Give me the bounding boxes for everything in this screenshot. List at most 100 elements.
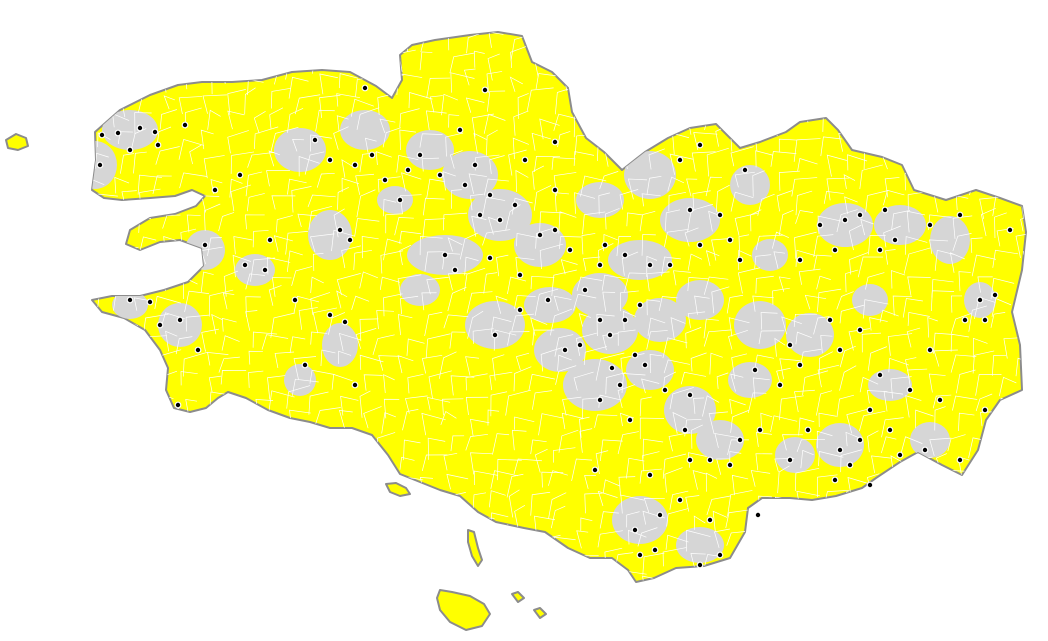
commune-border-line xyxy=(426,77,451,99)
map-point-marker xyxy=(716,551,724,559)
map-point-marker xyxy=(126,146,134,154)
commune-border-line xyxy=(532,165,545,190)
map-point-marker xyxy=(841,216,849,224)
map-point-marker xyxy=(236,171,244,179)
commune-border-line xyxy=(553,447,576,463)
map-point-marker xyxy=(976,296,984,304)
map-point-marker xyxy=(396,196,404,204)
commune-border-line xyxy=(888,357,909,373)
commune-border-line xyxy=(97,132,111,148)
commune-border-line xyxy=(365,137,377,153)
map-point-marker xyxy=(311,136,319,144)
commune-border-line xyxy=(421,157,439,172)
commune-border-line xyxy=(425,110,447,131)
commune-border-line xyxy=(649,353,663,374)
commune-border-line xyxy=(691,151,716,172)
map-point-marker xyxy=(441,251,449,259)
grey-commune-area xyxy=(322,323,358,367)
commune-border-line xyxy=(862,299,889,319)
commune-border-line xyxy=(865,272,885,290)
commune-border-line xyxy=(781,316,802,335)
commune-border-line xyxy=(669,153,694,175)
commune-border-line xyxy=(483,178,509,196)
map-point-marker xyxy=(831,476,839,484)
commune-border-line xyxy=(975,393,993,412)
commune-border-line xyxy=(602,291,616,312)
commune-border-line xyxy=(551,269,577,296)
commune-border-line xyxy=(493,329,517,351)
commune-border-line xyxy=(798,268,821,285)
commune-border-line xyxy=(287,178,307,195)
commune-border-line xyxy=(517,93,529,119)
map-point-marker xyxy=(736,256,744,264)
grey-commune-area xyxy=(340,110,390,150)
grey-commune-area xyxy=(730,165,770,205)
map-point-marker xyxy=(726,236,734,244)
commune-border-line xyxy=(817,364,840,388)
commune-border-line xyxy=(706,495,731,516)
commune-border-line xyxy=(483,113,506,134)
commune-border-line xyxy=(443,452,458,471)
grey-commune-area xyxy=(852,284,888,316)
map-point-marker xyxy=(686,206,694,214)
commune-border-line xyxy=(419,236,443,256)
commune-border-line xyxy=(992,249,1018,268)
commune-border-line xyxy=(555,88,571,115)
commune-border-line xyxy=(663,371,677,392)
map-point-marker xyxy=(921,446,929,454)
commune-border-line xyxy=(692,190,711,211)
grey-commune-area xyxy=(274,128,326,172)
commune-border-line xyxy=(528,373,556,391)
commune-border-line xyxy=(473,470,498,486)
commune-border-line xyxy=(758,330,785,345)
map-point-marker xyxy=(156,321,164,329)
commune-border-line xyxy=(133,151,147,174)
commune-border-line xyxy=(250,257,276,282)
commune-border-line xyxy=(359,354,384,370)
grey-commune-area xyxy=(930,216,970,264)
commune-border-line xyxy=(465,356,480,376)
commune-border-line xyxy=(396,154,419,173)
map-point-marker xyxy=(826,316,834,324)
commune-border-line xyxy=(734,171,755,188)
map-point-marker xyxy=(361,84,369,92)
map-point-marker xyxy=(681,426,689,434)
commune-border-line xyxy=(178,96,203,115)
commune-border-line xyxy=(338,73,359,89)
commune-border-line xyxy=(794,467,820,491)
commune-border-line xyxy=(310,292,331,315)
map-point-marker xyxy=(596,261,604,269)
commune-border-line xyxy=(159,109,178,129)
map-point-marker xyxy=(114,129,122,137)
commune-border-line xyxy=(639,417,665,440)
commune-border-line xyxy=(422,218,446,239)
commune-border-line xyxy=(800,449,814,469)
commune-border-line xyxy=(336,115,349,132)
commune-border-line xyxy=(495,295,508,314)
map-point-marker xyxy=(866,481,874,489)
map-point-marker xyxy=(476,211,484,219)
commune-border-line xyxy=(703,318,719,339)
commune-border-line xyxy=(487,409,500,426)
commune-border-line xyxy=(465,433,488,451)
commune-border-line xyxy=(627,178,648,200)
commune-border-line xyxy=(319,94,341,118)
commune-border-line xyxy=(881,417,904,438)
commune-border-line xyxy=(752,295,774,312)
commune-border-line xyxy=(139,236,157,254)
commune-border-line xyxy=(584,492,603,514)
map-point-marker xyxy=(241,261,249,269)
commune-border-line xyxy=(771,231,790,249)
map-point-marker xyxy=(616,381,624,389)
commune-border-line xyxy=(823,191,844,204)
commune-border-line xyxy=(956,369,976,394)
commune-border-line xyxy=(715,184,730,213)
commune-border-line xyxy=(285,231,308,255)
grey-commune-area xyxy=(817,203,873,247)
map-point-marker xyxy=(126,296,134,304)
map-point-marker xyxy=(98,131,106,139)
commune-border-line xyxy=(336,290,348,309)
commune-border-line xyxy=(526,87,554,111)
commune-border-line xyxy=(885,249,896,265)
commune-border-line xyxy=(532,329,555,346)
